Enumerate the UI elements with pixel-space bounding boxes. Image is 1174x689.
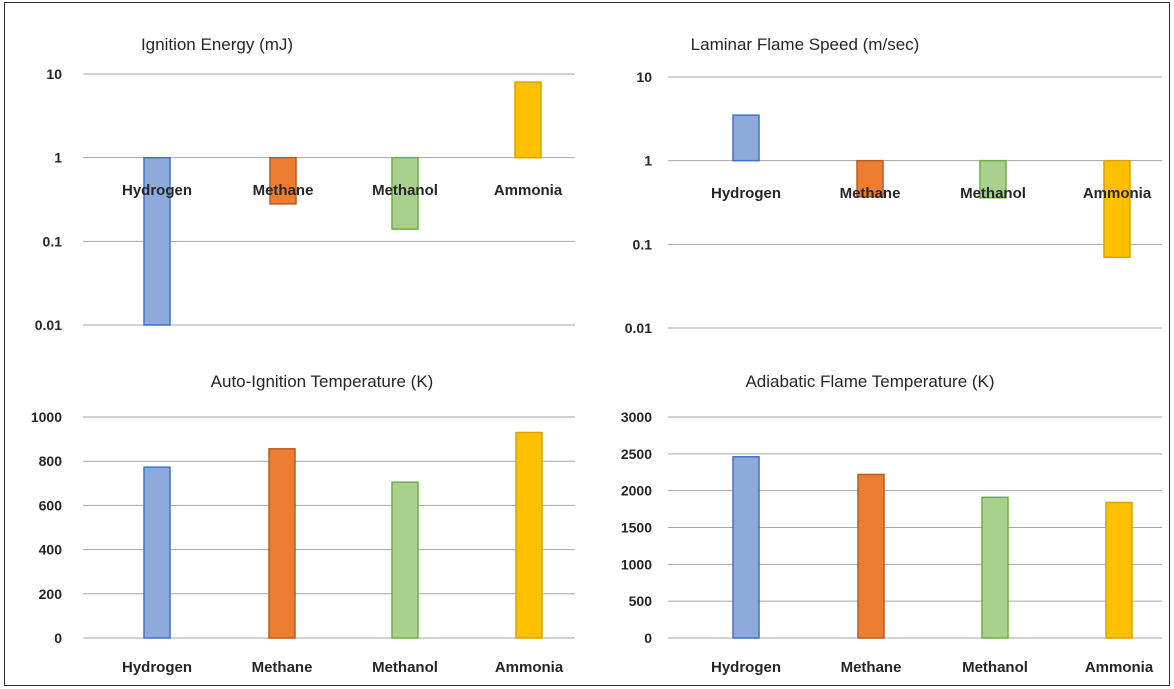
category-label-methanol: Methanol bbox=[372, 182, 438, 199]
bar-hydrogen bbox=[143, 156, 171, 326]
bar-methane bbox=[857, 473, 885, 639]
category-label-methane: Methane bbox=[841, 659, 902, 676]
category-label-ammonia: Ammonia bbox=[494, 182, 563, 199]
category-label-ammonia: Ammonia bbox=[1085, 659, 1154, 676]
auto-ignition-temperature-chart: Auto-Ignition Temperature (K) 0 200 400 600 8… bbox=[31, 372, 575, 676]
category-label-ammonia: Ammonia bbox=[495, 659, 564, 676]
bar-methane bbox=[269, 156, 297, 205]
y-tick-label: 3000 bbox=[621, 409, 652, 425]
bar-ammonia bbox=[1105, 501, 1133, 639]
y-tick-label: 0 bbox=[54, 630, 62, 646]
chart-title: Ignition Energy (mJ) bbox=[141, 35, 293, 54]
bar-methanol bbox=[979, 159, 1007, 199]
y-tick-label: 0.01 bbox=[35, 317, 62, 333]
y-tick-label: 1000 bbox=[31, 409, 62, 425]
y-tick-label: 800 bbox=[39, 453, 63, 469]
y-tick-label: 0 bbox=[644, 630, 652, 646]
bar-methane bbox=[856, 159, 884, 198]
bar-ammonia bbox=[515, 431, 543, 639]
bar-methanol bbox=[391, 481, 419, 639]
category-label-hydrogen: Hydrogen bbox=[711, 185, 781, 202]
category-label-ammonia: Ammonia bbox=[1083, 185, 1152, 202]
category-label-hydrogen: Hydrogen bbox=[122, 182, 192, 199]
y-tick-label: 0.1 bbox=[43, 233, 63, 249]
y-tick-label: 2000 bbox=[621, 483, 652, 499]
y-tick-label: 1 bbox=[644, 153, 652, 169]
chart-title: Laminar Flame Speed (m/sec) bbox=[691, 35, 920, 54]
y-tick-label: 1 bbox=[54, 150, 62, 166]
category-label-methane: Methane bbox=[252, 659, 313, 676]
category-label-methane: Methane bbox=[840, 185, 901, 202]
y-tick-label: 600 bbox=[39, 497, 63, 513]
bar-methane bbox=[268, 448, 296, 639]
y-tick-label: 1500 bbox=[621, 520, 652, 536]
y-tick-label: 10 bbox=[46, 66, 62, 82]
y-tick-label: 500 bbox=[629, 593, 653, 609]
figure-frame bbox=[4, 2, 1170, 686]
category-label-hydrogen: Hydrogen bbox=[122, 659, 192, 676]
bar-hydrogen bbox=[732, 456, 760, 639]
bar-ammonia bbox=[514, 81, 542, 159]
ignition-energy-chart: Ignition Energy (mJ) 0.01 0.1 1 10 Hydrogen Me… bbox=[35, 35, 575, 333]
y-tick-label: 400 bbox=[39, 542, 63, 558]
y-tick-label: 1000 bbox=[621, 556, 652, 572]
category-label-methane: Methane bbox=[253, 182, 314, 199]
y-tick-label: 0.1 bbox=[633, 236, 653, 252]
category-label-methanol: Methanol bbox=[962, 659, 1028, 676]
bar-methanol bbox=[981, 496, 1009, 639]
adiabatic-flame-temperature-chart: Adiabatic Flame Temperature (K) 0 500 1000 1… bbox=[621, 372, 1162, 676]
bar-hydrogen bbox=[143, 466, 171, 639]
chart-title: Adiabatic Flame Temperature (K) bbox=[745, 372, 994, 391]
y-tick-label: 0.01 bbox=[625, 320, 652, 336]
category-label-hydrogen: Hydrogen bbox=[711, 659, 781, 676]
bar-hydrogen bbox=[732, 114, 760, 162]
laminar-flame-speed-chart: Laminar Flame Speed (m/sec) 0.01 0.1 1 10 Hyd… bbox=[625, 35, 1162, 336]
bar-ammonia bbox=[1103, 159, 1131, 259]
y-tick-label: 10 bbox=[636, 69, 652, 85]
category-label-methanol: Methanol bbox=[960, 185, 1026, 202]
bar-methanol bbox=[391, 156, 419, 230]
category-label-methanol: Methanol bbox=[372, 659, 438, 676]
y-tick-label: 200 bbox=[39, 586, 63, 602]
chart-title: Auto-Ignition Temperature (K) bbox=[211, 372, 434, 391]
y-tick-label: 2500 bbox=[621, 446, 652, 462]
